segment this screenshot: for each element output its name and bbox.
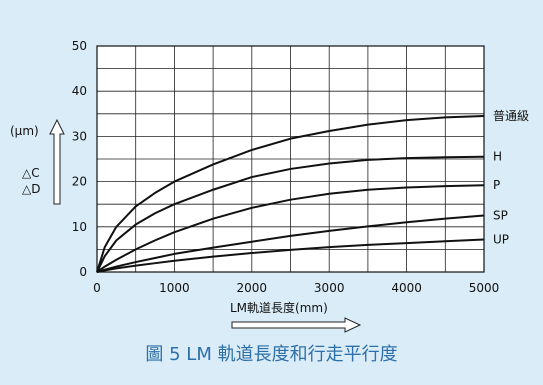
x-tick-labels: 0 1000 2000 3000 4000 5000 — [93, 281, 499, 295]
y-tick-label: 10 — [72, 220, 87, 234]
y-tick-label: 40 — [72, 84, 87, 98]
series-label-4: UP — [493, 232, 509, 246]
figure-caption: 圖 5 LM 軌道長度和行走平行度 — [145, 344, 398, 365]
x-tick-label: 1000 — [159, 281, 190, 295]
series-label-3: SP — [493, 209, 508, 223]
series-line-0 — [96, 115, 485, 273]
y-tick-label: 20 — [72, 175, 87, 189]
series-line-4 — [96, 238, 485, 273]
axes — [96, 45, 485, 273]
x-axis-title: LM軌道長度(mm) — [230, 300, 328, 315]
y-axis-label-line-1: △C — [22, 166, 40, 180]
series-label-2: P — [493, 178, 500, 192]
x-tick-label: 5000 — [469, 281, 500, 295]
x-tick-label: 0 — [93, 281, 101, 295]
y-axis-label-line-2: △D — [22, 182, 40, 196]
x-tick-label: 3000 — [314, 281, 345, 295]
series-line-1 — [96, 155, 485, 273]
series-label-0: 普通級 — [493, 109, 529, 123]
series-label-1: H — [493, 150, 502, 164]
x-tick-label: 2000 — [237, 281, 268, 295]
series-lines — [96, 115, 485, 273]
x-axis-arrow — [231, 317, 362, 333]
y-axis-unit: (μm) — [10, 124, 39, 138]
series-labels: 普通級 HP SP UP — [493, 109, 529, 246]
x-tick-label: 4000 — [391, 281, 422, 295]
x-axis-label: LM軌道長度(mm) — [230, 300, 362, 333]
y-tick-labels: 0 10 20 30 40 50 — [72, 39, 87, 279]
y-tick-label: 50 — [72, 39, 87, 53]
y-axis-arrow — [49, 118, 65, 205]
y-tick-label: 0 — [79, 265, 87, 279]
y-tick-label: 30 — [72, 129, 87, 143]
plot-frame — [96, 45, 485, 273]
y-axis-label: (μm) △C △D — [10, 118, 65, 205]
series-line-3 — [96, 214, 485, 273]
series-line-2 — [96, 184, 485, 273]
